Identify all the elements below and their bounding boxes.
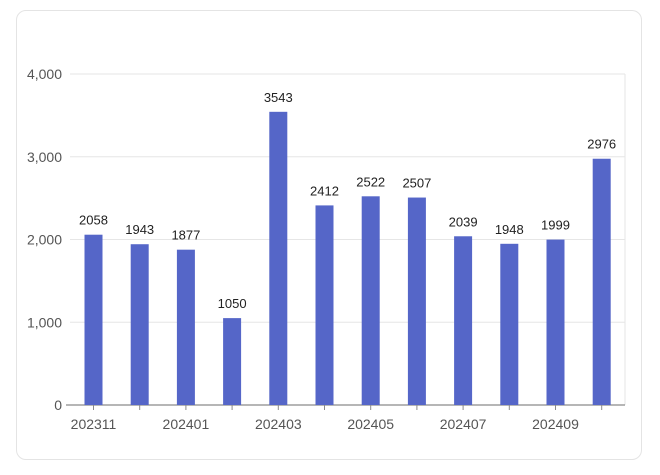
bar-202403 (269, 111, 288, 406)
bar-202410 (592, 158, 611, 405)
bar-202406 (407, 197, 426, 405)
data-label: 1877 (171, 228, 200, 243)
bar-202312 (130, 244, 149, 405)
data-label: 1948 (495, 222, 524, 237)
x-tick-label: 202401 (163, 416, 210, 432)
y-tick-label: 4,000 (27, 66, 62, 82)
x-tick-label: 202407 (440, 416, 487, 432)
gridlines (70, 73, 625, 323)
bar-202402 (223, 318, 242, 405)
y-axis-tick-labels: 0 1,000 2,000 3,000 4,000 (27, 66, 62, 413)
data-label: 1943 (125, 222, 154, 237)
x-tick-label: 202409 (532, 416, 579, 432)
data-label: 3543 (264, 90, 293, 105)
data-labels: 2058 1943 1877 1050 3543 2412 2522 2507 2039 1948… (79, 90, 616, 311)
x-axis-tick-labels: 202311 202401 202403 202405 202407 202409 (71, 416, 579, 432)
bar-202407 (454, 236, 473, 405)
bar-202404 (315, 205, 334, 405)
bar-202401 (176, 249, 195, 405)
bar-202405 (361, 196, 380, 405)
data-label: 2412 (310, 183, 339, 198)
bar-202408 (500, 243, 519, 405)
data-label: 2058 (79, 213, 108, 228)
x-tick-label: 202405 (347, 416, 394, 432)
bar-202409 (546, 239, 565, 405)
axes (66, 74, 626, 410)
y-tick-label: 3,000 (27, 149, 62, 165)
bar-202311 (84, 234, 103, 405)
y-tick-label: 2,000 (27, 232, 62, 248)
data-label: 2507 (402, 176, 431, 191)
x-tick-label: 202311 (71, 416, 117, 432)
data-label: 1999 (541, 218, 570, 233)
data-label: 2522 (356, 174, 385, 189)
y-tick-label: 0 (54, 397, 62, 413)
y-tick-label: 1,000 (27, 314, 62, 330)
x-tick-label: 202403 (255, 416, 302, 432)
data-label: 1050 (218, 296, 247, 311)
bars (84, 111, 611, 406)
data-label: 2976 (587, 137, 616, 152)
data-label: 2039 (449, 214, 478, 229)
